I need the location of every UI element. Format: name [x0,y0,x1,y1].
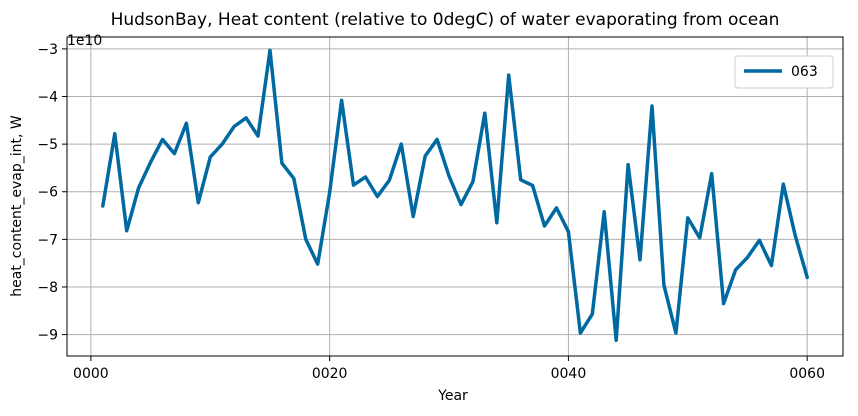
x-axis-label: Year [437,388,468,404]
y-tick-label: −4 [37,90,58,106]
y-axis-label: heat_content_evap_int, W [9,115,25,297]
y-tick-label: −7 [37,232,58,248]
plot-frame [66,36,844,357]
x-tick-label: 0020 [312,366,348,382]
legend: 063 [734,55,834,89]
y-offset-label: 1e10 [67,33,102,49]
legend-entry-063: 063 [791,64,818,80]
x-tick-label: 0060 [789,366,825,382]
y-axis: −9 −8 −7 −6 −5 −4 −3 [37,42,67,344]
y-tick-label: −5 [37,137,58,153]
chart-title: HudsonBay, Heat content (relative to 0de… [111,10,780,30]
y-tick-label: −8 [37,280,58,296]
y-tick-label: −6 [37,185,58,201]
x-tick-label: 0000 [73,366,109,382]
x-axis: 0000 0020 0040 0060 [73,356,825,382]
x-tick-label: 0040 [551,366,587,382]
series-layer [101,48,809,343]
y-tick-label: −3 [37,42,58,58]
y-tick-label: −9 [37,328,58,344]
legend-box [734,55,834,89]
series-line-063 [101,48,809,343]
grid [67,37,843,356]
